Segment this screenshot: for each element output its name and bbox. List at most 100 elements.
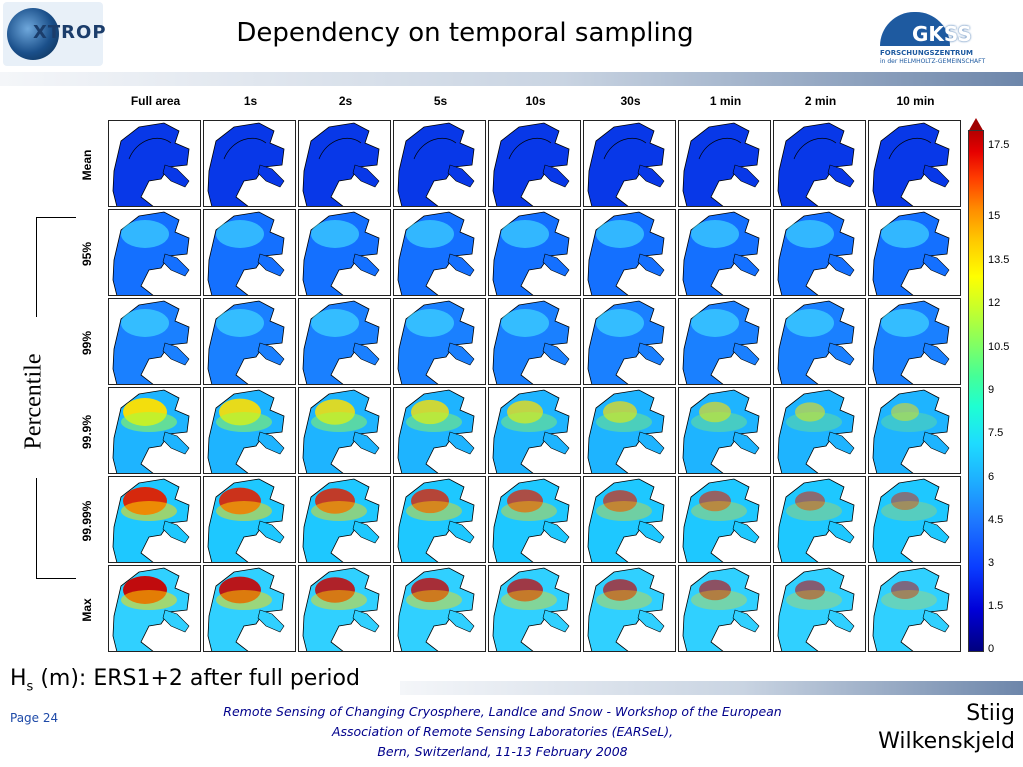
map-image (299, 121, 390, 206)
map-image (109, 566, 200, 651)
map-panel (393, 476, 486, 563)
mid-wave-region (406, 412, 462, 432)
map-image (394, 566, 485, 651)
map-image (869, 299, 960, 384)
map-image (109, 388, 200, 473)
elevated-wave-region (121, 309, 169, 337)
sea-inlet (827, 164, 855, 188)
percentile-label: Percentile (20, 353, 47, 450)
sea-inlet (827, 431, 855, 455)
map-image (869, 388, 960, 473)
map-image (299, 210, 390, 295)
mid-wave-region (216, 501, 272, 521)
elevated-wave-region (786, 309, 834, 337)
map-image (774, 388, 865, 473)
sea-inlet (257, 431, 285, 455)
sea-area (777, 122, 855, 206)
mid-wave-region (121, 590, 177, 610)
map-panel (583, 120, 676, 207)
footer-line1: Remote Sensing of Changing Cryosphere, L… (223, 704, 782, 719)
elevated-wave-region (406, 309, 454, 337)
mid-wave-region (121, 412, 177, 432)
footer-citation: Remote Sensing of Changing Cryosphere, L… (170, 702, 835, 762)
map-image (394, 121, 485, 206)
sea-inlet (827, 609, 855, 633)
map-image (679, 121, 770, 206)
map-panel (583, 298, 676, 385)
map-panel (108, 298, 201, 385)
sea-inlet (637, 520, 665, 544)
mid-wave-region (216, 590, 272, 610)
sea-inlet (447, 164, 475, 188)
author: Stiig Wilkenskjeld (830, 700, 1015, 756)
mid-wave-region (406, 590, 462, 610)
high-wave-region (315, 577, 355, 603)
row-header: Mean (80, 149, 94, 180)
column-header: 1 min (709, 94, 742, 108)
sea-inlet (827, 253, 855, 277)
sea-area (302, 122, 380, 206)
header-divider-bar (0, 72, 1023, 86)
map-panel (298, 387, 391, 474)
map-image (679, 566, 770, 651)
sea-inlet (447, 342, 475, 366)
map-panel (773, 209, 866, 296)
map-panel (773, 298, 866, 385)
sea-inlet (542, 609, 570, 633)
sea-inlet (827, 520, 855, 544)
sea-area (207, 122, 285, 206)
map-panel (488, 298, 581, 385)
colorbar-tick: 1.5 (988, 600, 1004, 612)
sea-inlet (542, 164, 570, 188)
sea-inlet (447, 609, 475, 633)
sea-inlet (257, 520, 285, 544)
mid-wave-region (596, 501, 652, 521)
author-last: Wilkenskjeld (878, 729, 1015, 754)
gkss-logo: GKSS FORSCHUNGSZENTRUM in der HELMHOLTZ-… (880, 12, 1000, 68)
map-panel (868, 298, 961, 385)
map-panel (583, 209, 676, 296)
map-image (299, 477, 390, 562)
map-panel (108, 120, 201, 207)
high-wave-region (699, 490, 731, 512)
page-number: Page 24 (10, 711, 59, 725)
map-image (109, 299, 200, 384)
sea-inlet (162, 609, 190, 633)
sea-inlet (352, 431, 380, 455)
sea-inlet (542, 253, 570, 277)
sea-inlet (352, 342, 380, 366)
map-image (489, 121, 580, 206)
map-panel (393, 120, 486, 207)
elevated-wave-region (881, 220, 929, 248)
sea-inlet (542, 520, 570, 544)
map-image (299, 299, 390, 384)
column-header: 1s (243, 94, 258, 108)
sea-area (682, 122, 760, 206)
sea-inlet (922, 164, 950, 188)
mid-wave-region (691, 590, 747, 610)
sea-inlet (447, 253, 475, 277)
map-panel (108, 387, 201, 474)
mid-wave-region (786, 590, 842, 610)
map-panel (108, 476, 201, 563)
elevated-wave-region (121, 220, 169, 248)
high-wave-region (315, 488, 355, 514)
map-panel (298, 565, 391, 652)
map-image (584, 477, 675, 562)
map-panel (488, 209, 581, 296)
mid-wave-region (596, 412, 652, 432)
sea-inlet (637, 342, 665, 366)
elevated-wave-region (501, 220, 549, 248)
map-panel (108, 209, 201, 296)
contour-line (223, 138, 267, 160)
high-wave-region (603, 401, 637, 423)
map-image (489, 477, 580, 562)
contour-line (413, 138, 457, 160)
sea-inlet (162, 520, 190, 544)
mid-wave-region (881, 590, 937, 610)
gkss-logo-line1: FORSCHUNGSZENTRUM (880, 49, 974, 57)
mid-wave-region (406, 501, 462, 521)
mid-wave-region (501, 501, 557, 521)
map-image (679, 210, 770, 295)
sea-inlet (637, 164, 665, 188)
